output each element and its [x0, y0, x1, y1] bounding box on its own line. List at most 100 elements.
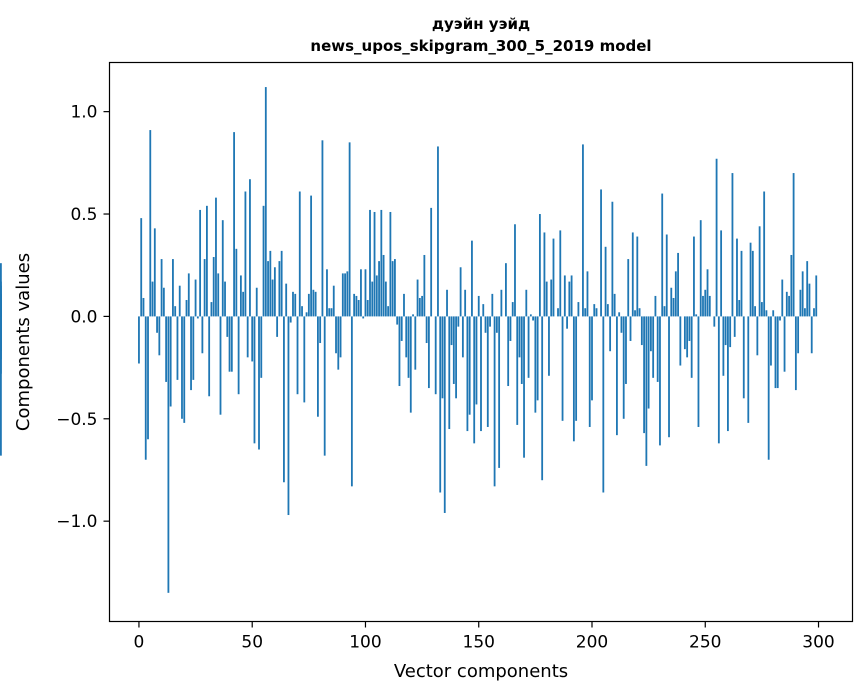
bar	[652, 316, 655, 378]
bar	[638, 308, 641, 317]
bar	[298, 191, 301, 317]
bar	[582, 144, 584, 317]
x-tick-label: 300	[802, 633, 834, 653]
bar	[339, 316, 342, 358]
bar	[575, 316, 578, 421]
bar	[686, 316, 689, 358]
bar	[509, 316, 512, 341]
bar	[486, 316, 489, 427]
bar	[654, 295, 657, 317]
bar	[221, 220, 224, 317]
bar	[364, 269, 367, 317]
bar	[355, 295, 358, 317]
bar	[625, 316, 627, 384]
bar	[196, 316, 199, 319]
bar	[604, 246, 607, 317]
bar	[301, 306, 303, 317]
bar	[473, 316, 476, 444]
bar	[595, 308, 598, 317]
bar	[722, 316, 725, 376]
bar	[289, 316, 292, 323]
bar	[326, 269, 328, 317]
bar	[477, 295, 480, 317]
bar	[362, 316, 365, 319]
y-axis-ticks: −1.0 −0.5 0.0 0.5 1.0	[56, 103, 110, 532]
x-axis-ticks: 0 50 100 150 200 250 300	[134, 621, 835, 653]
bar	[606, 304, 609, 317]
bar	[663, 306, 666, 317]
bar	[763, 191, 766, 317]
bar	[471, 240, 473, 317]
bar	[538, 214, 541, 317]
bar	[552, 238, 555, 317]
bar	[190, 316, 192, 391]
bar	[751, 250, 754, 317]
bar	[779, 316, 781, 321]
bar	[523, 316, 525, 458]
bar	[724, 316, 727, 346]
bar	[239, 275, 242, 317]
bar	[142, 297, 145, 317]
bar	[516, 316, 519, 425]
bar	[224, 281, 226, 317]
bar	[679, 316, 682, 366]
bar	[303, 316, 306, 403]
bar	[475, 316, 478, 405]
bar	[203, 259, 206, 317]
bar	[0, 285, 2, 317]
x-tick-label: 50	[241, 633, 263, 653]
bar	[799, 289, 802, 317]
y-tick-label: 0.5	[70, 205, 97, 225]
bar	[425, 316, 428, 344]
bar	[199, 209, 202, 317]
bar	[210, 302, 213, 317]
bar	[165, 316, 168, 382]
bar	[532, 316, 534, 321]
bar	[756, 316, 759, 356]
bar	[611, 201, 614, 317]
bar	[416, 279, 419, 317]
bar	[192, 316, 195, 380]
bar	[292, 291, 294, 317]
bar	[366, 300, 369, 317]
bar	[593, 304, 596, 317]
x-tick-label: 200	[576, 633, 608, 653]
bar	[138, 316, 140, 364]
bar	[219, 316, 222, 415]
bar	[708, 295, 711, 317]
bar	[389, 211, 392, 317]
bar	[310, 195, 313, 317]
bar	[729, 316, 732, 348]
bar	[380, 209, 383, 317]
bar	[541, 316, 544, 481]
bar	[500, 289, 503, 317]
bar	[683, 316, 686, 350]
x-tick-label: 150	[463, 633, 495, 653]
bar	[806, 261, 809, 317]
bar	[169, 316, 172, 407]
bar	[328, 308, 331, 317]
bar	[260, 316, 263, 378]
bar	[631, 232, 634, 317]
bar	[319, 316, 322, 344]
bar	[588, 316, 591, 427]
bar	[348, 142, 351, 317]
bar	[717, 316, 720, 444]
bar	[280, 250, 283, 317]
bar	[194, 279, 197, 317]
bar	[785, 291, 788, 317]
bars-group	[0, 87, 818, 593]
bar	[174, 306, 177, 317]
bar	[649, 316, 652, 352]
bar	[772, 310, 775, 317]
bar	[647, 316, 650, 409]
bar	[160, 259, 163, 317]
bar	[813, 308, 815, 317]
bar	[443, 316, 446, 513]
bar	[774, 316, 777, 389]
bar	[446, 289, 448, 317]
bar	[156, 316, 158, 333]
bar	[613, 293, 616, 317]
plot-frame	[108, 61, 854, 623]
